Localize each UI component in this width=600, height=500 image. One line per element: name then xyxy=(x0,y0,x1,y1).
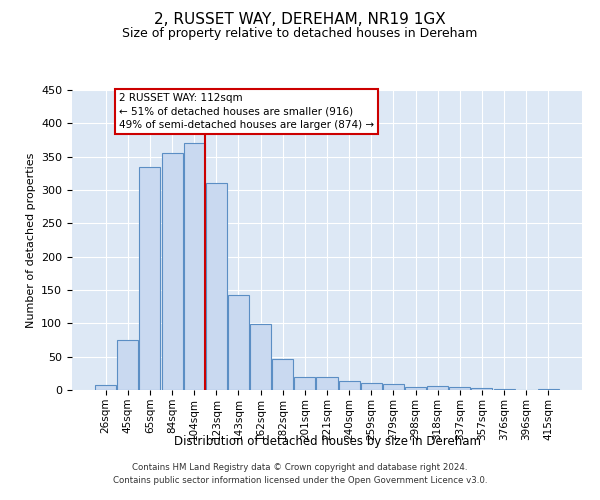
Bar xyxy=(139,166,160,390)
Bar xyxy=(361,384,382,390)
Text: Size of property relative to detached houses in Dereham: Size of property relative to detached ho… xyxy=(122,28,478,40)
Bar xyxy=(272,360,293,390)
Bar xyxy=(427,386,448,390)
Bar xyxy=(250,324,271,390)
Bar xyxy=(472,388,493,390)
Text: Contains HM Land Registry data © Crown copyright and database right 2024.: Contains HM Land Registry data © Crown c… xyxy=(132,464,468,472)
Bar xyxy=(206,184,227,390)
Text: Contains public sector information licensed under the Open Government Licence v3: Contains public sector information licen… xyxy=(113,476,487,485)
Bar xyxy=(184,144,205,390)
Bar xyxy=(538,388,559,390)
Bar xyxy=(449,386,470,390)
Y-axis label: Number of detached properties: Number of detached properties xyxy=(26,152,35,328)
Bar xyxy=(338,382,359,390)
Bar xyxy=(161,154,182,390)
Text: 2 RUSSET WAY: 112sqm
← 51% of detached houses are smaller (916)
49% of semi-deta: 2 RUSSET WAY: 112sqm ← 51% of detached h… xyxy=(119,94,374,130)
Bar xyxy=(95,386,116,390)
Bar xyxy=(228,294,249,390)
Bar xyxy=(383,384,404,390)
Bar xyxy=(295,378,316,390)
Bar xyxy=(118,340,139,390)
Text: Distribution of detached houses by size in Dereham: Distribution of detached houses by size … xyxy=(173,435,481,448)
Bar xyxy=(405,388,426,390)
Bar xyxy=(316,378,338,390)
Text: 2, RUSSET WAY, DEREHAM, NR19 1GX: 2, RUSSET WAY, DEREHAM, NR19 1GX xyxy=(154,12,446,28)
